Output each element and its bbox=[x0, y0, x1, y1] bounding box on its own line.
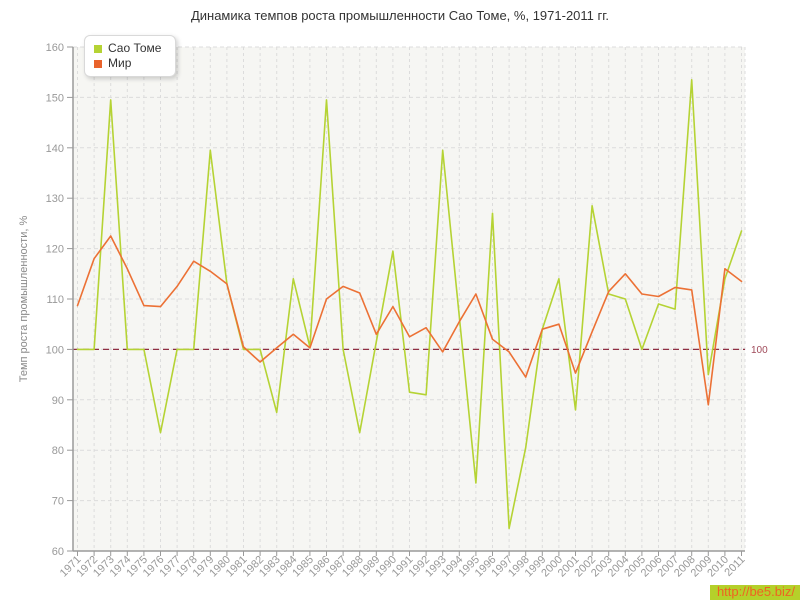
chart-title: Динамика темпов роста промышленности Сао… bbox=[190, 8, 610, 23]
y-axis-tick-label: 60 bbox=[52, 546, 64, 558]
y-axis-tick-label: 90 bbox=[52, 395, 64, 407]
legend-label: Сао Томе bbox=[108, 41, 162, 55]
y-axis-tick-label: 150 bbox=[46, 92, 64, 104]
y-axis-title: Темп роста промышленности, % bbox=[18, 216, 30, 383]
reference-line-label: 100 bbox=[751, 345, 768, 356]
y-axis-tick-label: 110 bbox=[46, 294, 64, 306]
y-axis-tick-label: 100 bbox=[46, 344, 64, 356]
y-axis-tick-label: 80 bbox=[52, 445, 64, 457]
legend-swatch-icon bbox=[94, 59, 102, 68]
series-line-mir bbox=[76, 235, 743, 406]
legend-swatch-icon bbox=[94, 44, 102, 53]
watermark-link[interactable]: http://be5.biz/ bbox=[709, 585, 800, 600]
series-line-sao-tome bbox=[76, 79, 743, 530]
y-axis-tick-label: 140 bbox=[46, 143, 64, 155]
y-axis-tick-label: 120 bbox=[46, 244, 64, 256]
legend-item[interactable]: Мир bbox=[94, 56, 161, 71]
y-axis-tick-label: 130 bbox=[46, 193, 64, 205]
legend-label: Мир bbox=[108, 56, 132, 70]
y-axis-tick-label: 70 bbox=[52, 496, 64, 508]
chart-legend: Сао Томе Мир bbox=[84, 35, 177, 77]
legend-item[interactable]: Сао Томе bbox=[94, 41, 161, 56]
y-axis-tick-label: 160 bbox=[46, 42, 64, 54]
